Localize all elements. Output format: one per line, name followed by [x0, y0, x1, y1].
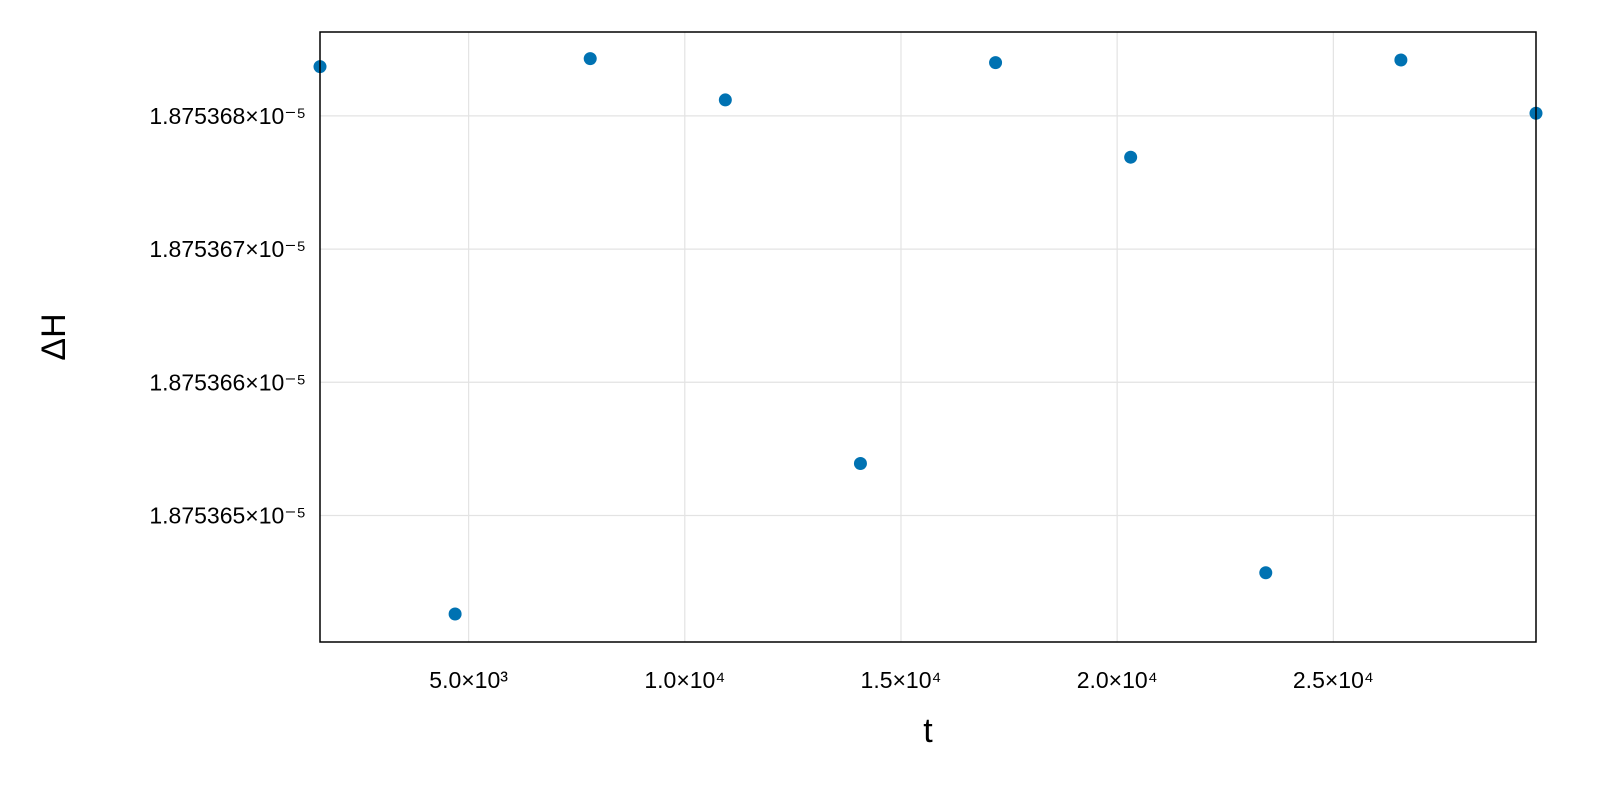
point	[1124, 150, 1138, 164]
y-axis-label: ΔH	[35, 313, 73, 360]
point	[448, 607, 462, 621]
y-tick-label: 1.875365×10⁻⁵	[149, 503, 306, 529]
y-tick-label: 1.875367×10⁻⁵	[149, 236, 306, 262]
point	[1394, 53, 1408, 67]
marks	[313, 52, 1543, 621]
x-tick-label: 2.0×10⁴	[1077, 667, 1158, 693]
y-tick-label: 1.875366×10⁻⁵	[149, 369, 306, 395]
point	[989, 56, 1003, 70]
x-tick-label: 5.0×10³	[429, 667, 508, 693]
x-axis-label: t	[923, 712, 933, 750]
y-tick-label: 1.875368×10⁻⁵	[149, 103, 306, 129]
point	[1259, 566, 1273, 580]
x-tick-label: 1.0×10⁴	[644, 667, 725, 693]
point	[853, 457, 867, 471]
grid	[320, 32, 1536, 642]
x-tick-label: 1.5×10⁴	[861, 667, 942, 693]
point	[718, 93, 732, 107]
point	[583, 52, 597, 66]
x-tick-label: 2.5×10⁴	[1293, 667, 1374, 693]
plot-frame	[319, 31, 1537, 643]
